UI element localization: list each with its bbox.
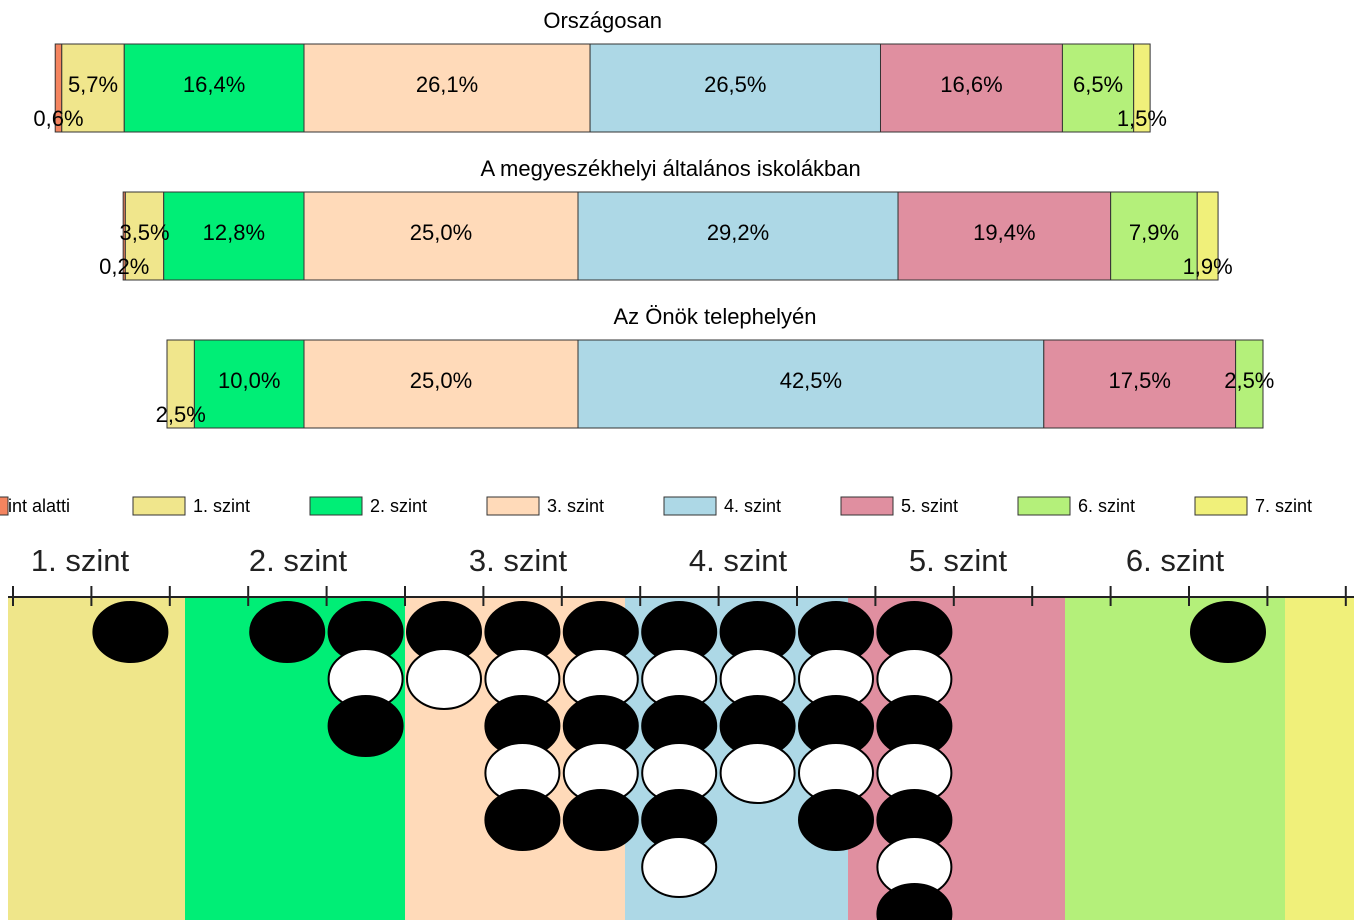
data-label: 29,2% (707, 220, 769, 245)
bar-segment (1196, 191, 1219, 281)
data-label: 19,4% (973, 220, 1035, 245)
legend-label: 3. szint (547, 496, 604, 516)
bar-segment (303, 43, 591, 133)
bar-segment (303, 191, 579, 281)
legend-swatch (840, 496, 894, 516)
legend-label: 4. szint (724, 496, 781, 516)
bar-title: A megyeszékhelyi általános iskolákban (480, 156, 860, 181)
bar-segment (577, 339, 1045, 429)
dot (876, 883, 953, 920)
dot (1190, 601, 1266, 663)
level-label: 6. szint (1126, 543, 1225, 578)
legend-swatch (309, 496, 363, 516)
data-label: 0,2% (99, 254, 149, 279)
legend-swatch (0, 496, 9, 516)
data-label: 2,5% (1224, 368, 1274, 393)
legend-label: 5. szint (901, 496, 958, 516)
legend-swatch (486, 496, 540, 516)
bar-title: Országosan (543, 8, 662, 33)
dot (406, 648, 482, 710)
data-label: 12,8% (203, 220, 265, 245)
dot (798, 789, 874, 851)
bar-segment (124, 191, 165, 281)
bar-segment (163, 191, 305, 281)
dot (641, 836, 718, 898)
legend-label: 2. szint (370, 496, 427, 516)
legend-label: 1. szint (193, 496, 250, 516)
legend-label: 6. szint (1078, 496, 1135, 516)
bar-segment (1061, 43, 1135, 133)
bar-segment (1235, 339, 1264, 429)
legend-swatch (132, 496, 186, 516)
data-label: 25,0% (410, 368, 472, 393)
data-label: 16,6% (940, 72, 1002, 97)
bar-segment (577, 191, 899, 281)
dot (92, 601, 169, 663)
bar-segment (61, 43, 125, 133)
legend-label: int alatti (8, 496, 70, 516)
bar-segment (193, 339, 305, 429)
bar-segment (589, 43, 881, 133)
band (1285, 597, 1354, 920)
bar-segment (303, 339, 579, 429)
data-label: 42,5% (780, 368, 842, 393)
data-label: 17,5% (1109, 368, 1171, 393)
data-label: 2,5% (156, 402, 206, 427)
data-label: 26,5% (704, 72, 766, 97)
level-label: 4. szint (689, 543, 788, 578)
legend-swatch (1017, 496, 1071, 516)
data-label: 7,9% (1129, 220, 1179, 245)
data-label: 0,6% (33, 106, 83, 131)
data-label: 3,5% (119, 220, 169, 245)
level-label: 2. szint (249, 543, 348, 578)
bar-segment (123, 43, 305, 133)
data-label: 1,9% (1183, 254, 1233, 279)
dot (249, 601, 326, 663)
data-label: 25,0% (410, 220, 472, 245)
dot (719, 742, 796, 804)
dot (327, 695, 404, 757)
bar-segment (1110, 191, 1198, 281)
data-label: 1,5% (1117, 106, 1167, 131)
data-label: 16,4% (183, 72, 245, 97)
bar-title: Az Önök telephelyén (613, 304, 816, 329)
bar-segment (166, 339, 195, 429)
bar-segment (1043, 339, 1237, 429)
level-label: 3. szint (469, 543, 568, 578)
data-label: 26,1% (416, 72, 478, 97)
data-label: 5,7% (68, 72, 118, 97)
bar-segment (879, 43, 1063, 133)
level-label: 1. szint (31, 543, 130, 578)
legend-swatch (663, 496, 717, 516)
data-label: 10,0% (218, 368, 280, 393)
bar-segment (897, 191, 1112, 281)
legend-label: 7. szint (1255, 496, 1312, 516)
level-label: 5. szint (909, 543, 1008, 578)
legend-swatch (1194, 496, 1248, 516)
data-label: 6,5% (1073, 72, 1123, 97)
dot (484, 789, 561, 851)
dot (562, 789, 639, 851)
bar-segment (1133, 43, 1151, 133)
